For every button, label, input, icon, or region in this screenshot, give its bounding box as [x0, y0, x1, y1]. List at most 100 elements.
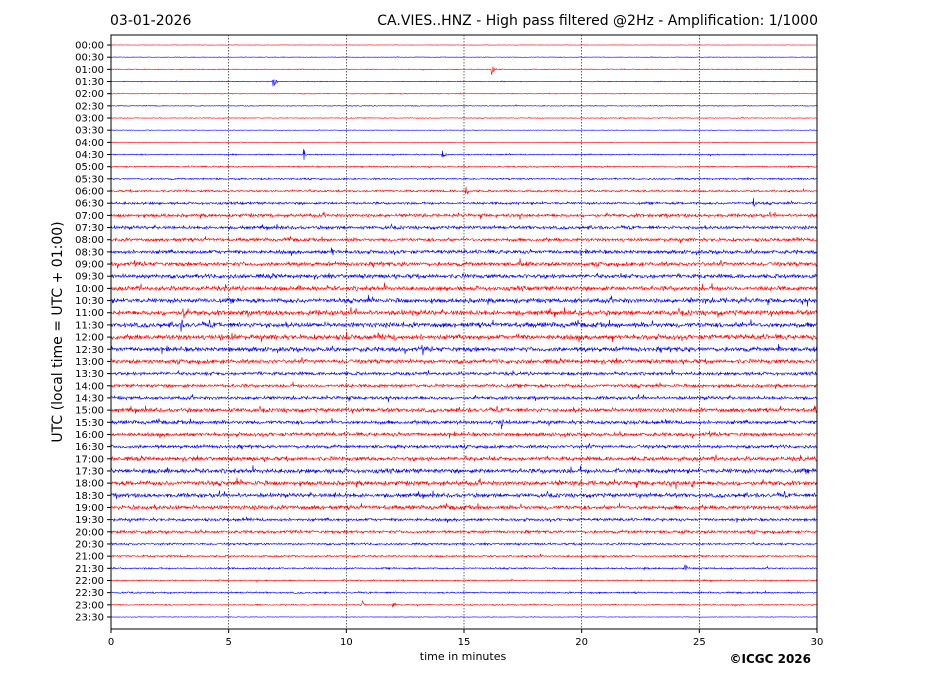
- y-tick-label: 10:00: [75, 284, 104, 295]
- x-tick-label: 20: [575, 637, 588, 648]
- y-tick-label: 12:00: [75, 333, 104, 344]
- x-tick-label: 30: [811, 637, 824, 648]
- y-tick-label: 03:30: [75, 126, 104, 137]
- trace-1800: [110, 477, 818, 490]
- trace-0330: [110, 129, 818, 131]
- y-tick-label: 17:00: [75, 454, 104, 465]
- trace-0830: [110, 247, 818, 256]
- y-tick-label: 21:30: [75, 564, 104, 575]
- y-tick-label: 18:00: [75, 479, 104, 490]
- trace-2230: [110, 589, 818, 595]
- y-tick-label: 15:00: [75, 406, 104, 417]
- trace-1330: [110, 369, 818, 377]
- y-tick-label: 08:00: [75, 235, 104, 246]
- y-tick-label: 22:30: [75, 588, 104, 599]
- y-tick-label: 04:30: [75, 150, 104, 161]
- y-tick-label: 11:30: [75, 320, 104, 331]
- y-tick-label: 14:30: [75, 393, 104, 404]
- trace-0900: [110, 258, 818, 269]
- trace-1000: [110, 282, 818, 292]
- trace-0600: [110, 186, 818, 195]
- trace-0700: [110, 211, 818, 220]
- trace-0400: [110, 141, 818, 144]
- y-tick-label: 22:00: [75, 576, 104, 587]
- y-tick-label: 13:30: [75, 369, 104, 380]
- y-tick-label: 10:30: [75, 296, 104, 307]
- trace-2100: [110, 553, 818, 558]
- trace-1300: [110, 357, 818, 366]
- trace-1100: [110, 307, 818, 319]
- y-tick-label: 04:00: [75, 138, 104, 149]
- y-tick-label: 23:00: [75, 600, 104, 611]
- x-axis: 0 5 10 15 20 25 30: [108, 629, 824, 648]
- y-tick-label: 12:30: [75, 345, 104, 356]
- y-tick-label: 19:00: [75, 503, 104, 514]
- copyright: ©ICGC 2026: [729, 652, 811, 666]
- y-tick-label: 13:00: [75, 357, 104, 368]
- trace-0230: [110, 104, 818, 107]
- y-tick-label: 06:00: [75, 187, 104, 198]
- y-tick-label: 02:00: [75, 89, 104, 100]
- trace-1630: [110, 443, 818, 450]
- x-tick-label: 10: [340, 637, 353, 648]
- y-tick-label: 05:00: [75, 162, 104, 173]
- trace-1230: [110, 344, 818, 356]
- trace-2300: [110, 600, 818, 608]
- y-tick-label: 00:30: [75, 53, 104, 64]
- trace-0100: [110, 66, 818, 75]
- y-tick-label: 19:30: [75, 515, 104, 526]
- trace-0130: [110, 78, 818, 87]
- trace-2130: [110, 564, 818, 571]
- x-grid: [228, 35, 700, 629]
- trace-1200: [110, 331, 818, 343]
- y-tick-label: 16:00: [75, 430, 104, 441]
- x-tick-label: 5: [225, 637, 231, 648]
- trace-0530: [110, 176, 818, 181]
- y-tick-label: 05:30: [75, 174, 104, 185]
- trace-0500: [110, 165, 818, 169]
- y-tick-label: 16:30: [75, 442, 104, 453]
- x-tick-label: 25: [693, 637, 706, 648]
- y-tick-label: 23:30: [75, 613, 104, 624]
- trace-2330: [110, 616, 818, 618]
- trace-1930: [110, 516, 818, 523]
- y-tick-label: 09:30: [75, 272, 104, 283]
- trace-0200: [110, 92, 818, 95]
- y-tick-label: 07:00: [75, 211, 104, 222]
- trace-0930: [110, 272, 818, 280]
- trace-0300: [110, 116, 818, 120]
- trace-1430: [110, 394, 818, 403]
- y-tick-label: 20:30: [75, 539, 104, 550]
- y-tick-label: 18:30: [75, 491, 104, 502]
- y-axis-label: UTC (local time = UTC + 01:00): [50, 221, 66, 442]
- trace-0030: [110, 56, 818, 59]
- trace-1400: [110, 381, 818, 389]
- y-tick-label: 20:00: [75, 527, 104, 538]
- trace-0630: [110, 197, 818, 208]
- traces: [110, 44, 818, 618]
- trace-2030: [110, 541, 818, 547]
- trace-1600: [110, 430, 818, 439]
- trace-1030: [110, 294, 818, 307]
- trace-1730: [110, 465, 818, 475]
- trace-1130: [110, 319, 818, 332]
- trace-1500: [110, 405, 818, 414]
- trace-2000: [110, 528, 818, 535]
- trace-0800: [110, 236, 818, 244]
- y-tick-label: 21:00: [75, 552, 104, 563]
- chart-date: 03-01-2026: [110, 13, 191, 29]
- trace-1700: [110, 454, 818, 463]
- trace-1830: [110, 490, 818, 500]
- y-tick-label: 11:00: [75, 308, 104, 319]
- y-tick-label: 01:00: [75, 65, 104, 76]
- trace-0430: [110, 149, 818, 160]
- chart-title: CA.VIES..HNZ - High pass filtered @2Hz -…: [377, 13, 818, 29]
- x-tick-label: 15: [458, 637, 471, 648]
- trace-0730: [110, 223, 818, 231]
- y-tick-label: 00:00: [75, 41, 104, 52]
- y-tick-label: 01:30: [75, 77, 104, 88]
- y-tick-label: 14:00: [75, 381, 104, 392]
- y-tick-label: 03:00: [75, 114, 104, 125]
